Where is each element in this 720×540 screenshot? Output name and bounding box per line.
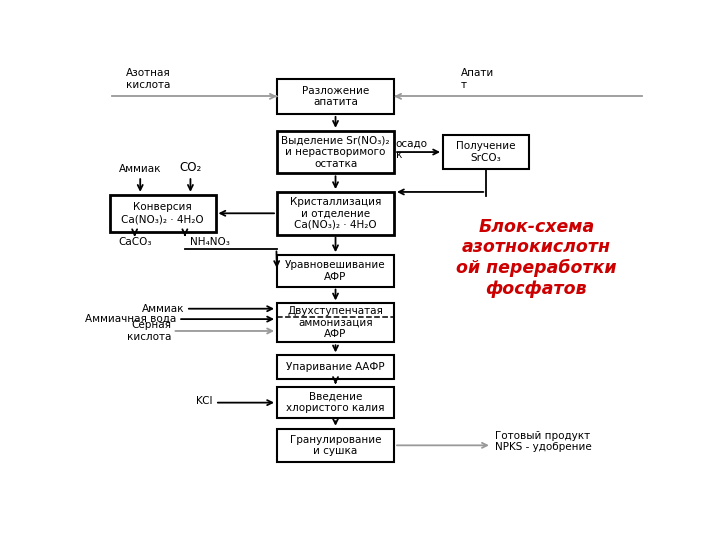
Text: Двухступенчатая
аммонизация
АФР: Двухступенчатая аммонизация АФР [287,306,384,340]
Bar [277,131,394,173]
Text: Готовый продукт
NPKS - удобрение: Готовый продукт NPKS - удобрение [495,431,591,453]
Text: Разложение
апатита: Разложение апатита [302,85,369,107]
Bar [277,303,394,342]
Text: Уравновешивание
АФР: Уравновешивание АФР [285,260,386,282]
Bar [277,429,394,462]
Bar [277,192,394,235]
Text: Конверсия
Ca(NO₃)₂ · 4H₂O: Конверсия Ca(NO₃)₂ · 4H₂O [121,202,204,224]
Text: Аммиачная вода: Аммиачная вода [85,314,176,324]
Text: Введение
хлористого калия: Введение хлористого калия [287,392,384,414]
Text: CaCO₃: CaCO₃ [118,238,151,247]
Bar [109,195,215,232]
Bar [277,255,394,287]
Text: осадо
к: осадо к [396,138,428,160]
Text: Упаривание ААФР: Упаривание ААФР [287,362,384,373]
Text: Кристаллизация
и отделение
Ca(NO₃)₂ · 4H₂O: Кристаллизация и отделение Ca(NO₃)₂ · 4H… [290,197,381,230]
Text: Азотная
кислота: Азотная кислота [126,68,171,90]
Text: Гранулирование
и сушка: Гранулирование и сушка [289,435,382,456]
Text: Аммиак: Аммиак [119,164,161,174]
Text: NH₄NO₃: NH₄NO₃ [190,238,230,247]
Text: CO₂: CO₂ [179,161,202,174]
Text: Получение
SrCO₃: Получение SrCO₃ [456,141,516,163]
Bar [277,355,394,380]
Bar [443,136,529,168]
Bar [277,387,394,418]
Bar [277,79,394,114]
Text: Блок-схема
азотнокислотн
ой переработки
фосфатов: Блок-схема азотнокислотн ой переработки … [456,218,616,298]
Text: Выделение Sr(NO₃)₂
и нерастворимого
остатка: Выделение Sr(NO₃)₂ и нерастворимого оста… [282,136,390,168]
Text: Серная
кислота: Серная кислота [127,320,171,342]
Text: Аммиак: Аммиак [143,303,185,314]
Text: Апати
т: Апати т [461,68,495,90]
Text: KCl: KCl [197,396,213,406]
